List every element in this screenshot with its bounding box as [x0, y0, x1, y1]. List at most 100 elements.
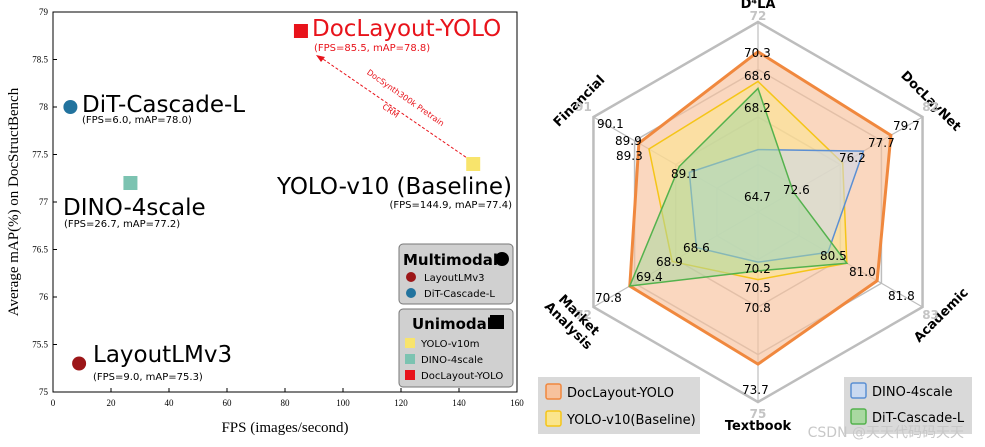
radar-axis-max: 75	[750, 407, 767, 421]
value-label: 79.7	[893, 119, 920, 133]
legend-unimodal: Unimodal YOLO-v10m DINO-4scale DocLayout…	[398, 308, 514, 388]
annotation-pretrain: DocSynth300k Pretrain	[365, 68, 446, 128]
x-tick-label: 140	[452, 398, 466, 408]
pretrain-arrowhead	[316, 55, 325, 62]
radar-axis-max: 82	[922, 100, 939, 114]
legend-label-dino: DINO-4scale	[421, 355, 483, 366]
x-tick-label: 120	[394, 398, 408, 408]
radar-legend-right: DINO-4scale DiT-Cascade-L	[844, 377, 972, 434]
point-name-dino: DINO-4scale	[63, 195, 206, 221]
value-label: 68.6	[683, 241, 710, 255]
value-label: 89.3	[616, 149, 643, 163]
value-label: 68.6	[744, 69, 771, 83]
point-layoutlmv3	[72, 356, 87, 371]
legend-swatch-yolo-v10m	[405, 338, 415, 348]
legend-swatch-doclayout-yolo	[545, 383, 562, 400]
y-tick-label: 77	[39, 197, 49, 207]
point-dit-cascade-l	[63, 100, 78, 114]
x-tick-label: 100	[336, 398, 350, 408]
x-tick-label: 80	[281, 398, 291, 408]
legend-swatch-dit-cascade	[406, 288, 416, 298]
radar-value-labels: 70.3 68.6 68.2 64.7 79.7 77.7 76.2 72.6 …	[595, 46, 920, 397]
radar-legend-left: DocLayout-YOLO YOLO-v10(Baseline)	[538, 377, 700, 434]
point-value-dino: (FPS=26.7, mAP=77.2)	[64, 219, 180, 230]
radar-axis-max: 91	[575, 100, 592, 114]
radar-axis-label-academic: Academic	[911, 285, 971, 345]
y-tick-label: 78.5	[32, 55, 48, 65]
legend-label-dit-cascade: DiT-Cascade-L	[424, 289, 495, 300]
point-value-doclayout-yolo: (FPS=85.5, mAP=78.8)	[314, 43, 430, 54]
y-tick-label: 77.5	[32, 150, 48, 160]
y-axis-label: Average mAP(%) on DocStructBench	[6, 87, 22, 316]
legend-unimodal-square	[490, 315, 504, 329]
scatter-chart: 0 20 40 60 80 100 120 140 160 75 75.5 76 76.5 77 77.5…	[6, 7, 524, 436]
value-label: 68.9	[656, 255, 683, 269]
radar-axis-max: 83	[922, 308, 939, 322]
point-dino-4scale	[123, 176, 138, 190]
y-tick-label: 78	[39, 102, 49, 112]
value-label: 70.2	[744, 262, 771, 276]
radar-legend-dit-cascade: DiT-Cascade-L	[872, 411, 965, 426]
value-label: 72.6	[783, 183, 810, 197]
y-tick-label: 75	[39, 387, 49, 397]
value-label: 70.5	[744, 281, 771, 295]
value-label: 90.1	[597, 117, 624, 131]
legend-multimodal: Multimodal LayoutLMv3 DiT-Cascade-L	[398, 243, 514, 305]
legend-label-doclayout-yolo: DocLayout-YOLO	[421, 371, 503, 382]
point-value-dit-cascade: (FPS=6.0, mAP=78.0)	[82, 115, 192, 126]
radar-axis-label-textbook: Textbook	[725, 419, 792, 434]
point-name-yolo-v10: YOLO-v10 (Baseline)	[276, 174, 512, 200]
value-label: 64.7	[744, 190, 771, 204]
value-label: 70.3	[744, 46, 771, 60]
legend-swatch-layoutlmv3	[406, 272, 416, 282]
value-label: 81.8	[888, 289, 915, 303]
x-tick-label: 160	[510, 398, 524, 408]
x-tick-label: 0	[51, 398, 56, 408]
x-tick-label: 60	[223, 398, 233, 408]
annotation-crm: CRM	[380, 102, 400, 120]
point-value-yolo-v10: (FPS=144.9, mAP=77.4)	[389, 200, 512, 211]
point-name-dit-cascade: DiT-Cascade-L	[82, 92, 245, 118]
value-label: 81.0	[849, 265, 876, 279]
value-label: 89.1	[671, 167, 698, 181]
legend-swatch-dino	[405, 354, 415, 364]
legend-label-yolo-v10m: YOLO-v10m	[420, 339, 480, 350]
value-label: 80.5	[820, 249, 847, 263]
point-doclayout-yolo	[293, 24, 308, 38]
value-label: 70.8	[744, 301, 771, 315]
radar-legend-doclayout-yolo: DocLayout-YOLO	[567, 386, 674, 401]
y-tick-label: 76	[39, 292, 49, 302]
y-tick-label: 76.5	[32, 245, 48, 255]
x-tick-label: 20	[107, 398, 117, 408]
radar-axis-label-d-la: D⁴LA	[741, 0, 776, 12]
value-label: 70.8	[595, 291, 622, 305]
radar-axis-max: 72	[750, 9, 767, 23]
value-label: 77.7	[868, 136, 895, 150]
point-yolo-v10-baseline	[466, 157, 481, 171]
point-value-layoutlmv3: (FPS=9.0, mAP=75.3)	[93, 372, 203, 383]
value-label: 73.7	[742, 383, 769, 397]
legend-multimodal-title: Multimodal	[403, 251, 498, 269]
legend-unimodal-title: Unimodal	[412, 315, 492, 333]
value-label: 69.4	[636, 270, 663, 284]
watermark: CSDN @天天代码码天天	[808, 425, 964, 441]
radar-chart: D⁴LADocLayNetAcademicTextbookMarketAnaly…	[538, 0, 972, 441]
legend-label-layoutlmv3: LayoutLMv3	[424, 273, 484, 284]
radar-series-dit-cascade-l	[628, 87, 849, 287]
legend-swatch-dit-cascade	[850, 408, 867, 425]
value-label: 68.2	[744, 101, 771, 115]
radar-legend-yolo-v10: YOLO-v10(Baseline)	[566, 413, 696, 428]
y-tick-label: 75.5	[32, 340, 48, 350]
x-tick-label: 40	[165, 398, 175, 408]
value-label: 76.2	[839, 151, 866, 165]
x-axis-label: FPS (images/second)	[221, 420, 348, 436]
radar-axis-max: 72	[575, 308, 592, 322]
legend-swatch-dino	[850, 382, 867, 399]
pretrain-arrow	[319, 56, 471, 161]
point-name-doclayout-yolo: DocLayout-YOLO	[312, 16, 501, 42]
radar-legend-dino: DINO-4scale	[872, 385, 953, 400]
y-tick-label: 79	[39, 7, 49, 17]
legend-swatch-yolo-v10	[545, 410, 562, 427]
legend-multimodal-circle	[495, 252, 509, 266]
